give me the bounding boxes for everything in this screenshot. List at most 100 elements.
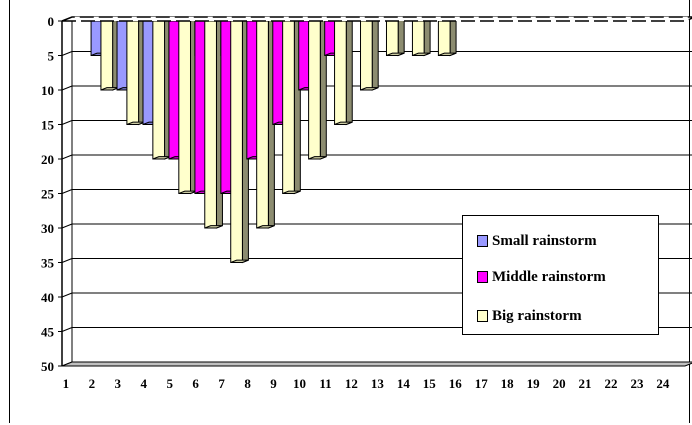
y-tick-label-30: 30: [41, 221, 54, 236]
x-tick-label-12: 12: [345, 376, 358, 391]
bar-cap-2-9: [282, 190, 301, 194]
y-tick-label-10: 10: [41, 83, 54, 98]
y-tick-label-45: 45: [41, 325, 55, 340]
legend-item-middle: Middle rainstorm: [477, 267, 606, 287]
bar-2-11: [334, 17, 353, 126]
bar-cap-2-13: [386, 52, 405, 56]
bar-cap-2-6: [204, 225, 223, 229]
gridline-depth-30: [61, 223, 73, 229]
bar-face-2-10: [308, 20, 321, 160]
gridline-depth-45: [61, 327, 73, 332]
x-tick-label-6: 6: [192, 376, 199, 391]
y-tick-label-25: 25: [41, 187, 55, 202]
bar-side-2-12: [371, 17, 379, 91]
x-tick-label-24: 24: [656, 376, 670, 391]
x-tick-label-19: 19: [527, 376, 541, 391]
gridline-depth-35: [61, 258, 73, 263]
bar-2-4: [152, 17, 172, 160]
x-tick-label-13: 13: [371, 376, 385, 391]
bar-2-10: [308, 17, 327, 160]
y-tick-labels: 0 5 10 15 20 25 30 35 40 45 50: [41, 14, 55, 374]
bar-2-5: [178, 17, 197, 195]
bar-face-2-4: [152, 20, 166, 160]
legend-label-small: Small rainstorm: [492, 232, 597, 249]
bar-face-2-11: [334, 20, 347, 125]
legend-swatch-big: [477, 310, 488, 322]
bar-2-3: [126, 17, 146, 126]
bars: [90, 17, 457, 264]
x-tick-label-15: 15: [423, 376, 437, 391]
x-tick-label-17: 17: [475, 376, 489, 391]
x-tick-labels: 1 2 3 4 5 6 7 8 9 10 11 12 13 14 15 16 17 18 19 20 21 22 23 24: [63, 376, 670, 391]
bar-cap-2-8: [256, 225, 275, 229]
bar-2-7: [230, 17, 249, 264]
legend: Small rainstorm Middle rainstorm Big rai…: [462, 215, 659, 335]
x-tick-label-18: 18: [501, 376, 515, 391]
x-tick-label-5: 5: [166, 376, 173, 391]
y-tick-label-15: 15: [41, 118, 55, 133]
x-tick-label-8: 8: [244, 376, 251, 391]
gridline-depth-5: [61, 51, 73, 56]
y-tick-label-40: 40: [41, 290, 54, 305]
bar-side-2-11: [345, 17, 353, 126]
x-tick-label-2: 2: [89, 376, 96, 391]
legend-label-middle: Middle rainstorm: [492, 268, 606, 285]
gridline-depth-20: [61, 154, 73, 160]
bar-face-2-12: [360, 20, 373, 91]
gridline-depth-40: [61, 292, 73, 298]
bar-face-2-9: [282, 20, 295, 194]
bar-face-2-3: [126, 20, 140, 125]
y-tick-label-20: 20: [41, 152, 54, 167]
bar-side-2-15: [449, 17, 457, 57]
bar-2-9: [282, 17, 301, 195]
bar-face-2-2: [100, 20, 114, 91]
bar-face-2-7: [230, 20, 243, 263]
x-tick-label-21: 21: [579, 376, 592, 391]
chart-floor: [61, 361, 692, 367]
bar-2-13: [385, 17, 405, 57]
bar-cap-2-12: [360, 87, 379, 91]
x-tick-label-10: 10: [293, 376, 306, 391]
y-tick-label-35: 35: [41, 256, 55, 271]
x-tick-label-14: 14: [397, 376, 411, 391]
bar-cap-2-7: [230, 259, 249, 263]
bar-face-2-15: [437, 20, 451, 56]
x-tick-label-11: 11: [319, 376, 331, 391]
bar-face-2-8: [256, 20, 269, 229]
x-tick-label-4: 4: [141, 376, 148, 391]
gridline-depth-10: [61, 85, 73, 91]
legend-swatch-middle: [477, 271, 488, 283]
bar-2-12: [360, 17, 379, 91]
x-tick-label-7: 7: [218, 376, 225, 391]
axes: [58, 16, 692, 367]
legend-swatch-small: [477, 235, 488, 247]
bar-face-2-14: [411, 20, 425, 56]
x-tick-label-20: 20: [553, 376, 566, 391]
bar-side-2-13: [397, 17, 405, 57]
bar-cap-2-14: [412, 52, 431, 56]
zero-plane: [61, 16, 692, 22]
legend-item-big: Big rainstorm: [477, 306, 582, 326]
y-tick-label-0: 0: [48, 14, 55, 29]
x-tick-label-1: 1: [63, 376, 70, 391]
bar-cap-2-10: [308, 156, 327, 160]
chart-frame: [9, 0, 690, 423]
bar-face-2-5: [178, 20, 191, 194]
gridline-depth-15: [61, 120, 73, 125]
bar-2-2: [100, 17, 120, 91]
x-tick-label-3: 3: [115, 376, 122, 391]
y-tick-label-5: 5: [48, 49, 55, 64]
x-tick-label-9: 9: [270, 376, 277, 391]
bar-side-2-14: [423, 17, 431, 57]
bar-2-15: [437, 17, 457, 57]
bar-cap-2-11: [334, 121, 353, 125]
y-tick-label-50: 50: [41, 359, 54, 374]
bar-2-14: [411, 17, 431, 57]
bar-face-2-13: [385, 20, 399, 56]
legend-item-small: Small rainstorm: [477, 231, 597, 251]
bar-2-8: [256, 17, 275, 229]
x-tick-label-16: 16: [449, 376, 463, 391]
gridline-depth-25: [61, 189, 73, 194]
x-tick-label-23: 23: [630, 376, 644, 391]
